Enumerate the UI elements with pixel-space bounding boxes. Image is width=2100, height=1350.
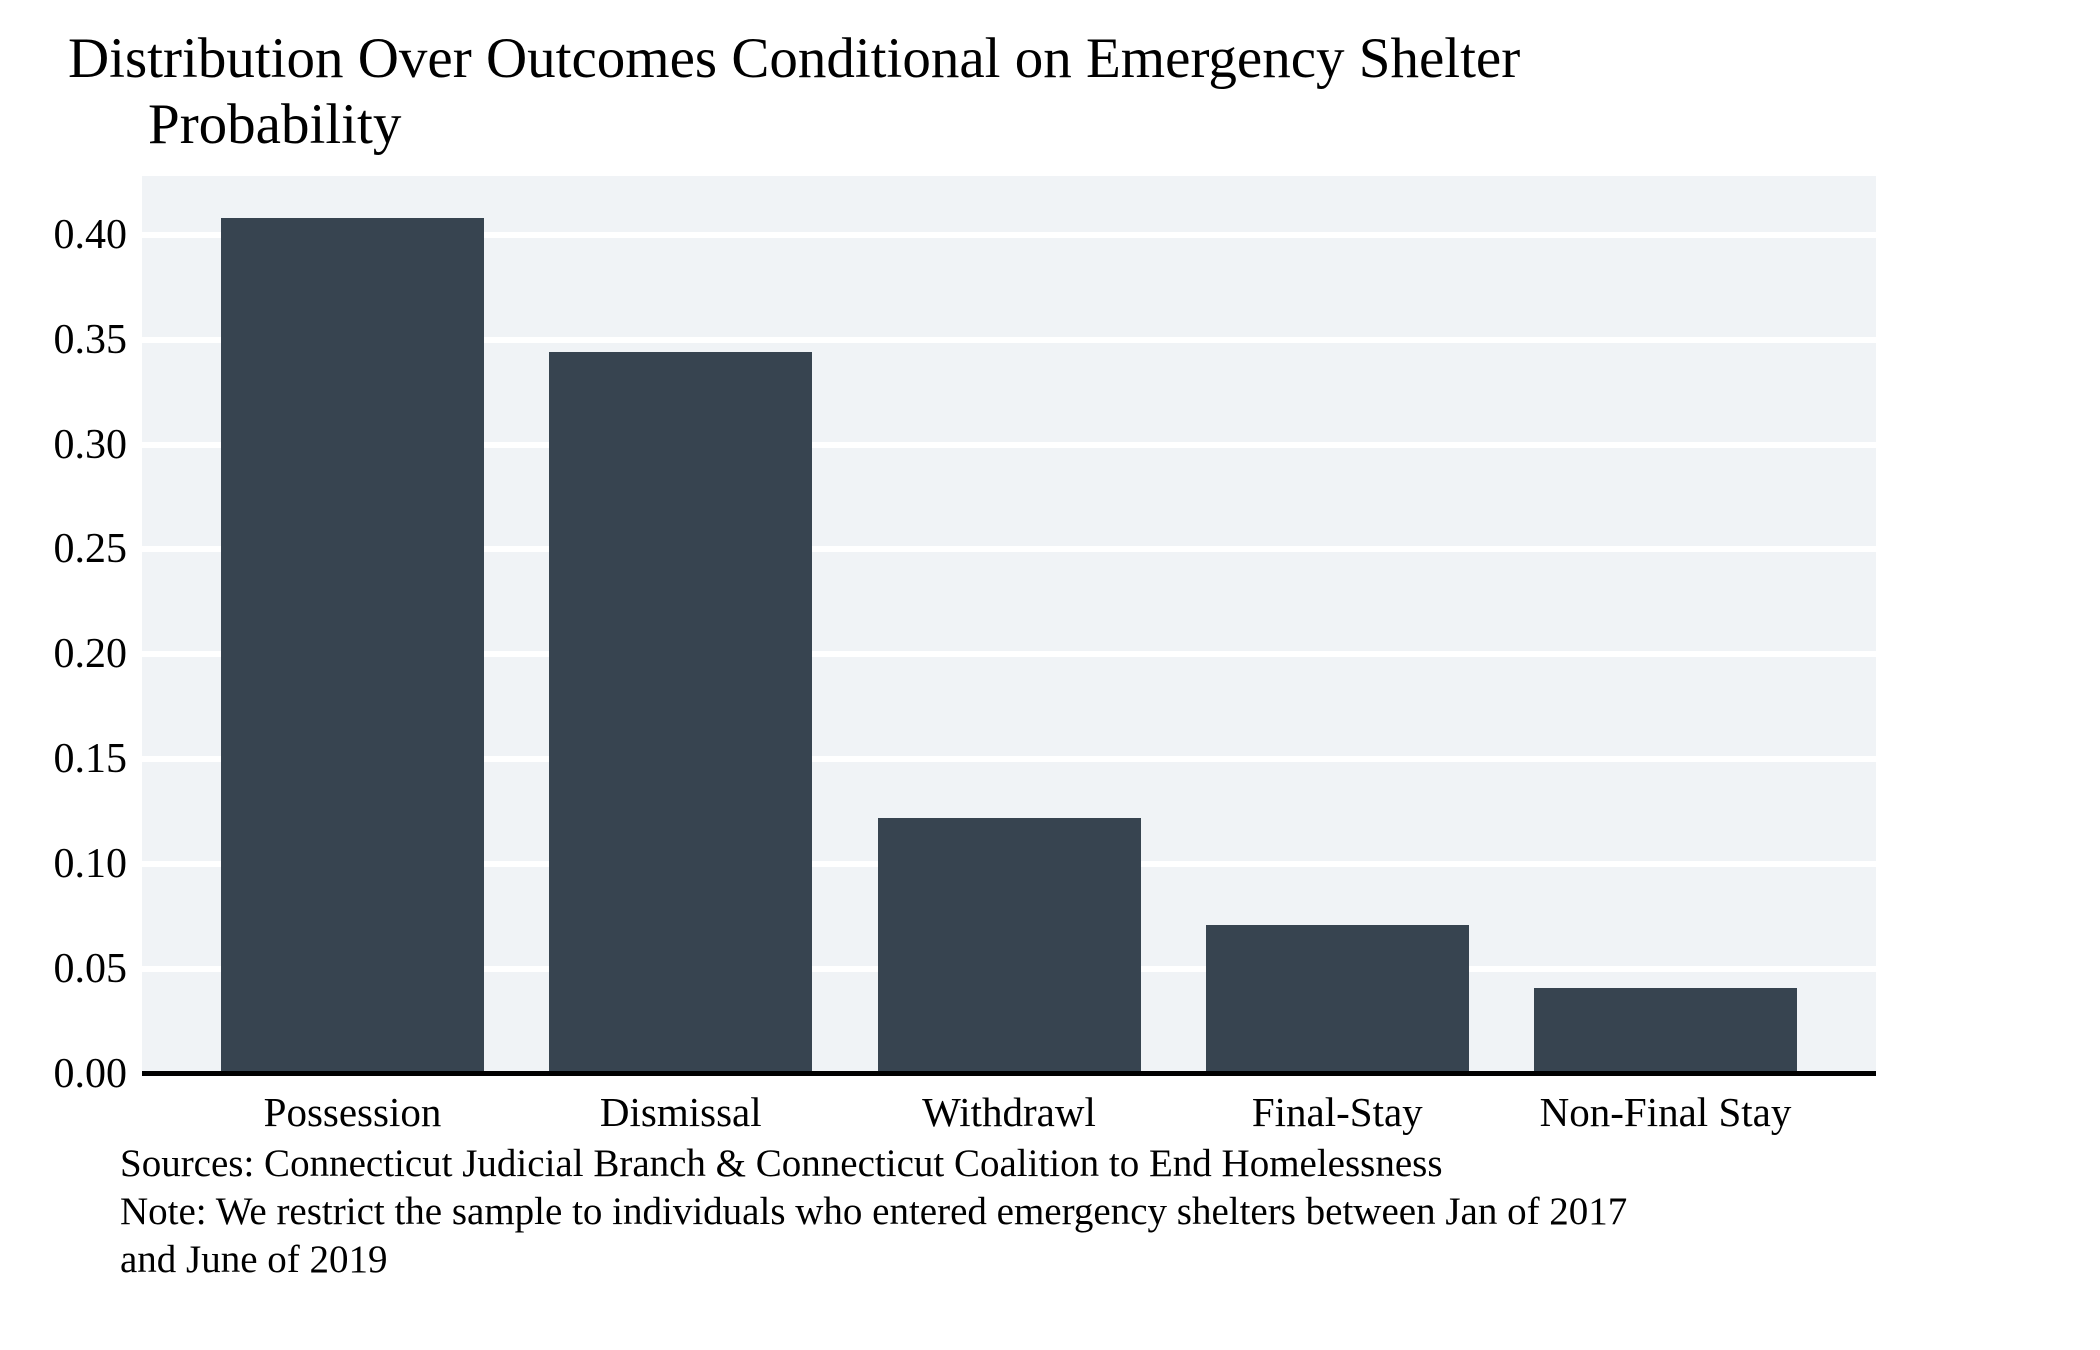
x-tick-label: Withdrawl	[922, 1089, 1096, 1135]
gridline	[142, 441, 1876, 448]
plot-area	[142, 176, 1876, 1076]
x-tick-label: Final-Stay	[1251, 1089, 1423, 1135]
sources-text: Sources: Connecticut Judicial Branch & C…	[120, 1142, 1443, 1185]
y-tick-label: 0.35	[53, 316, 128, 363]
x-tick-label: Dismissal	[599, 1089, 762, 1135]
y-tick-label: 0.10	[53, 841, 128, 888]
gridline	[142, 546, 1876, 553]
chart-title-line2: Probability	[148, 93, 402, 156]
x-tick-label: Possession	[263, 1089, 442, 1135]
gridline	[142, 231, 1876, 238]
bar-final-stay	[1205, 925, 1469, 1074]
y-tick-label: 0.00	[53, 1051, 128, 1097]
gridline	[142, 756, 1876, 763]
gridline	[142, 651, 1876, 658]
footer-notes: Sources: Connecticut Judicial Branch & C…	[120, 1140, 1627, 1284]
y-tick-label: 0.40	[53, 211, 128, 258]
y-tick-label: 0.05	[53, 946, 128, 993]
y-tick-label: 0.25	[53, 526, 128, 573]
y-tick-label: 0.15	[53, 736, 128, 783]
x-tick-label: Non-Final Stay	[1539, 1089, 1792, 1135]
bar-possession	[221, 217, 484, 1074]
note-text: Note: We restrict the sample to individu…	[120, 1188, 1627, 1284]
chart-title-line1: Distribution Over Outcomes Conditional o…	[68, 27, 1521, 90]
x-axis-line	[142, 1071, 1876, 1076]
y-tick-label: 0.20	[53, 631, 128, 678]
bar-non-final-stay	[1534, 987, 1797, 1074]
note-text-line1: Note: We restrict the sample to individu…	[120, 1190, 1628, 1233]
chart-title: Distribution Over Outcomes Conditional o…	[68, 26, 1520, 158]
bar-dismissal	[549, 352, 813, 1074]
bar-withdrawl	[877, 818, 1141, 1074]
y-tick-label: 0.30	[53, 421, 128, 468]
note-text-line2: and June of 2019	[120, 1238, 388, 1281]
gridline	[142, 336, 1876, 343]
